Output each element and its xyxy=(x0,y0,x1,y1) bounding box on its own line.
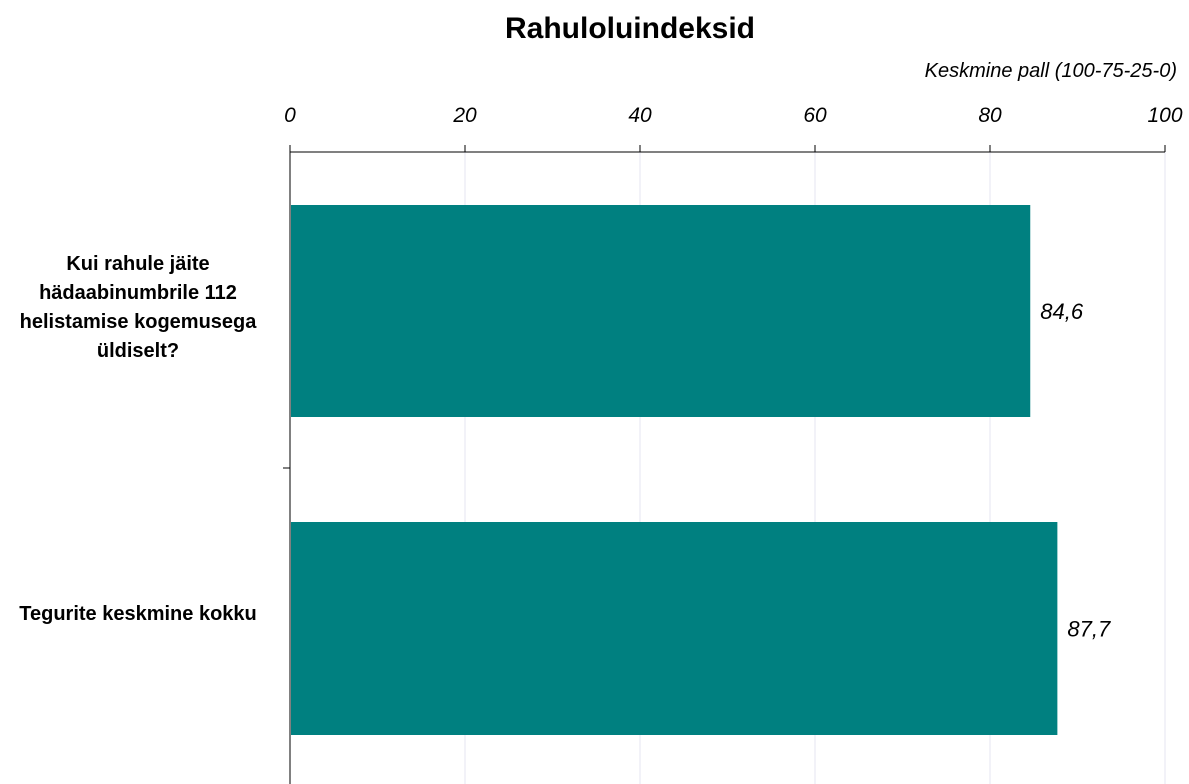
data-label-1: 87,7 xyxy=(1067,617,1111,642)
x-tick-label-60: 60 xyxy=(803,104,827,127)
x-tick-label-80: 80 xyxy=(978,104,1002,127)
data-label-0: 84,6 xyxy=(1040,299,1084,324)
x-tick-label-0: 0 xyxy=(284,104,296,127)
bar-0 xyxy=(291,205,1030,417)
x-tick-label-40: 40 xyxy=(628,104,652,127)
x-tick-label-100: 100 xyxy=(1147,104,1182,127)
bar-1 xyxy=(291,522,1057,735)
x-tick-label-20: 20 xyxy=(452,104,477,127)
